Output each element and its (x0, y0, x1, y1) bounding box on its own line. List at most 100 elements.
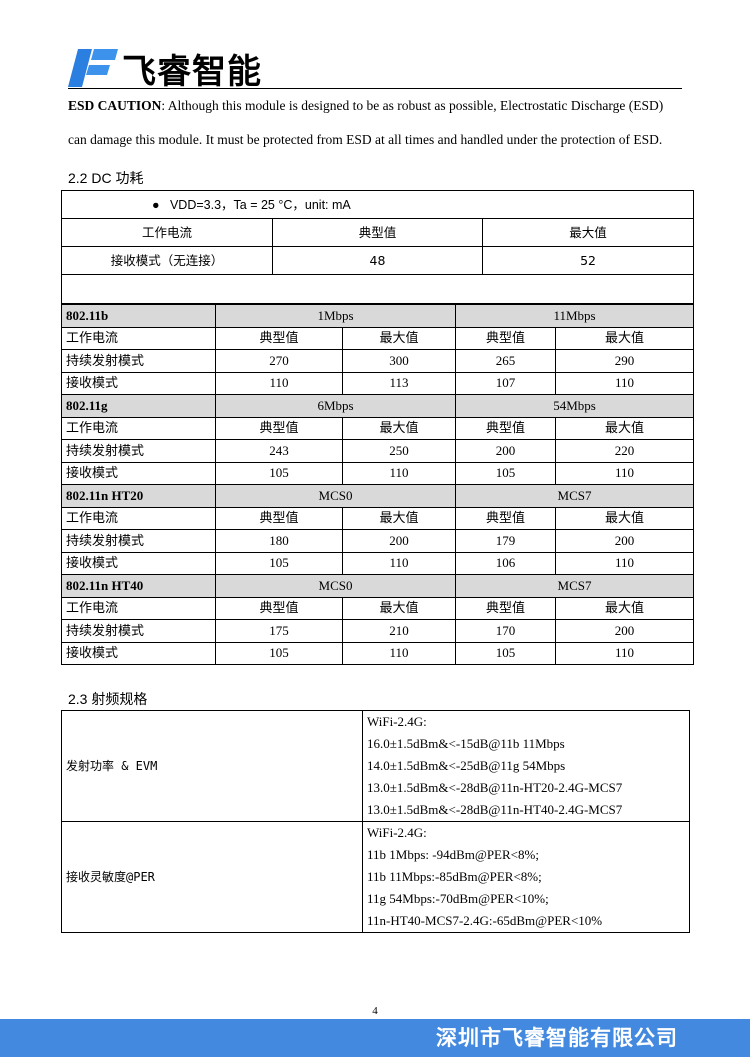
table-row: 接收模式 105 110 106 110 (61, 551, 695, 575)
section-header-row: 802.11b 1Mbps 11Mbps (61, 304, 695, 328)
row-label-cell: 接收模式 (61, 641, 216, 665)
rate-cell: MCS7 (454, 484, 695, 508)
logo-mark-icon (68, 49, 118, 87)
table-row: 持续发射模式 180 200 179 200 (61, 529, 695, 553)
rf-row: 发射功率 & EVM WiFi-2.4G: 16.0±1.5dBm&<-15dB@1… (61, 710, 690, 822)
rf-value-cell: WiFi-2.4G: 16.0±1.5dBm&<-15dB@11b 11Mbps 1… (362, 710, 690, 822)
esd-caution-line1: ESD CAUTION: Although this module is des… (68, 98, 663, 114)
value-cell: 110 (554, 371, 695, 395)
rate-cell: 6Mbps (215, 394, 456, 418)
value-cell: 110 (342, 641, 456, 665)
rf-value-line: 11g 54Mbps:-70dBm@PER<10%; (367, 891, 549, 906)
table-row: 持续发射模式 175 210 170 200 (61, 619, 695, 643)
rf-value-line: 14.0±1.5dBm&<-25dB@11g 54Mbps (367, 758, 566, 773)
row-label-cell: 持续发射模式 (61, 349, 216, 373)
value-cell: 最大值 (554, 326, 695, 350)
value-cell: 175 (215, 619, 343, 643)
value-cell: 250 (342, 439, 456, 463)
value-cell: 300 (342, 349, 456, 373)
row-label-cell: 工作电流 (61, 506, 216, 530)
value-cell: 105 (215, 641, 343, 665)
value-cell: 典型值 (215, 506, 343, 530)
table-row: 接收模式 110 113 107 110 (61, 371, 695, 395)
header-cell: 工作电流 (61, 218, 273, 247)
value-cell: 170 (455, 619, 556, 643)
value-cell: 110 (554, 551, 695, 575)
logo-text: 飞睿智能 (122, 51, 262, 92)
value-cell: 290 (554, 349, 695, 373)
value-cell: 110 (554, 461, 695, 485)
page-number: 4 (372, 1005, 378, 1017)
value-cell: 典型值 (455, 326, 556, 350)
value-cell: 最大值 (554, 506, 695, 530)
rate-cell: MCS7 (454, 574, 695, 598)
value-cell: 典型值 (215, 416, 343, 440)
rate-cell: MCS0 (215, 484, 456, 508)
value-cell: 典型值 (215, 596, 343, 620)
standard-cell: 802.11n HT40 (61, 574, 216, 598)
header-cell: 最大值 (481, 218, 695, 247)
header-divider (68, 88, 682, 89)
value-cell: 270 (215, 349, 343, 373)
header-cell: 典型值 (272, 218, 483, 247)
value-cell: 最大值 (342, 506, 456, 530)
standard-cell: 802.11b (61, 304, 216, 328)
value-cell: 110 (215, 371, 343, 395)
value-cell: 最大值 (342, 416, 456, 440)
rf-value-line: 11n-HT40-MCS7-2.4G:-65dBm@PER<10% (367, 913, 603, 928)
value-cell: 105 (455, 641, 556, 665)
section-title-dc: 2.2 DC 功耗 (68, 170, 144, 186)
rf-label-cell: 接收灵敏度@PER (61, 821, 363, 933)
value-cell: 107 (455, 371, 556, 395)
row-label-cell: 持续发射模式 (61, 529, 216, 553)
row-label-cell: 接收模式 (61, 551, 216, 575)
value-cell: 110 (554, 641, 695, 665)
esd-caution-line2: can damage this module. It must be prote… (68, 132, 663, 147)
value-cell: 200 (455, 439, 556, 463)
value-cell: 200 (554, 619, 695, 643)
section-header-row: 802.11n HT20 MCS0 MCS7 (61, 484, 695, 508)
value-cell: 典型值 (455, 506, 556, 530)
table-row: 接收模式 105 110 105 110 (61, 641, 695, 665)
value-cell: 179 (455, 529, 556, 553)
value-cell: 113 (342, 371, 456, 395)
value-cell: 典型值 (455, 416, 556, 440)
row-label-cell: 接收模式 (61, 461, 216, 485)
value-cell: 最大值 (554, 416, 695, 440)
rate-cell: 54Mbps (454, 394, 695, 418)
table-row: 持续发射模式 243 250 200 220 (61, 439, 695, 463)
value-cell: 220 (554, 439, 695, 463)
value-cell: 典型值 (455, 596, 556, 620)
rf-value-cell: WiFi-2.4G: 11b 1Mbps: -94dBm@PER<8%; 11b 1… (362, 821, 690, 933)
value-cell: 105 (215, 461, 343, 485)
value-cell: 最大值 (342, 326, 456, 350)
row-label-cell: 工作电流 (61, 596, 216, 620)
table-row: 接收模式 105 110 105 110 (61, 461, 695, 485)
rf-label-cell: 发射功率 & EVM (61, 710, 363, 822)
rf-value-line: 13.0±1.5dBm&<-28dB@11n-HT40-2.4G-MCS7 (367, 802, 623, 817)
value-cell: 105 (455, 461, 556, 485)
condition-text: VDD=3.3，Ta = 25 °C，unit: mA (169, 197, 351, 212)
condition-cell: ● VDD=3.3，Ta = 25 °C，unit: mA (60, 190, 695, 219)
rf-value-line: WiFi-2.4G: (367, 825, 427, 840)
row-label-cell: 工作电流 (61, 326, 216, 350)
value-cell: 180 (215, 529, 343, 553)
value-cell: 110 (342, 551, 456, 575)
value-cell: 200 (342, 529, 456, 553)
rf-value-line: WiFi-2.4G: (367, 714, 427, 729)
value-cell: 210 (342, 619, 456, 643)
rf-value-line: 11b 1Mbps: -94dBm@PER<8%; (367, 847, 539, 862)
value-cell: 200 (554, 529, 695, 553)
value-cell: 243 (215, 439, 343, 463)
row-label-cell: 持续发射模式 (61, 619, 216, 643)
spacer-row (60, 274, 695, 304)
rf-row: 接收灵敏度@PER WiFi-2.4G: 11b 1Mbps: -94dBm@PER… (61, 821, 690, 933)
table-row: 持续发射模式 270 300 265 290 (61, 349, 695, 373)
table-row: 工作电流 典型值 最大值 典型值 最大值 (61, 596, 695, 620)
value-cell: 265 (455, 349, 556, 373)
footer-bar: 深圳市飞睿智能有限公司 (0, 1019, 750, 1057)
table-row: 工作电流 典型值 最大值 典型值 最大值 (61, 326, 695, 350)
rate-cell: 1Mbps (215, 304, 456, 328)
value-cell: 典型值 (215, 326, 343, 350)
rf-value-line: 11b 11Mbps:-85dBm@PER<8%; (367, 869, 542, 884)
